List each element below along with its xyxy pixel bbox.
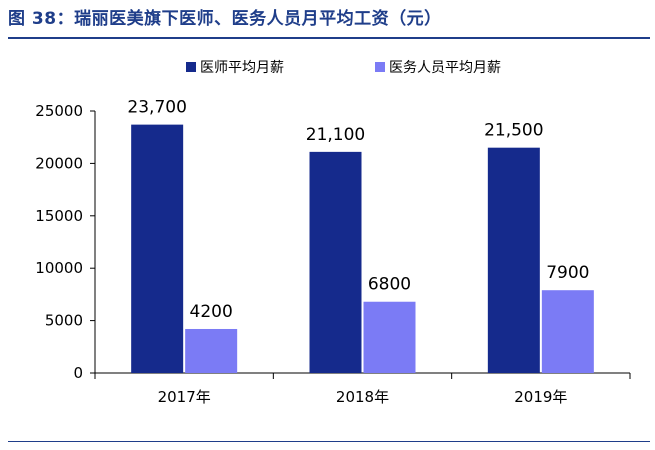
y-tick-label: 10000 <box>35 259 83 277</box>
bars <box>131 124 594 374</box>
data-labels: 23,700 4200 21,100 6800 21,500 7900 <box>127 98 589 322</box>
legend-label-series-1: 医师平均月薪 <box>200 60 284 76</box>
y-tick-label: 15000 <box>35 207 83 225</box>
bar-physician-3 <box>487 147 540 373</box>
data-label: 7900 <box>546 263 589 283</box>
data-label: 21,100 <box>306 125 365 145</box>
legend: 医师平均月薪 医务人员平均月薪 <box>186 60 501 76</box>
y-tick-label: 25000 <box>35 102 83 120</box>
figure-title: 图 38：瑞丽医美旗下医师、医务人员月平均工资（元） <box>8 9 442 29</box>
legend-swatch-series-2 <box>375 62 385 72</box>
x-tick-label: 2019年 <box>514 388 567 406</box>
x-tick-label: 2018年 <box>336 388 389 406</box>
data-label: 6800 <box>368 275 411 295</box>
legend-swatch-series-1 <box>186 62 196 72</box>
data-label: 4200 <box>190 302 233 322</box>
y-tick-label: 20000 <box>35 154 83 172</box>
x-tick-label: 2017年 <box>158 388 211 406</box>
bar-physician-2 <box>309 151 362 373</box>
bar-medical-staff-2 <box>363 301 416 373</box>
data-label: 23,700 <box>127 98 186 118</box>
y-tick-label: 0 <box>73 364 83 382</box>
bar-medical-staff-3 <box>541 290 594 373</box>
bar-medical-staff-1 <box>185 328 238 373</box>
bar-physician-1 <box>131 124 184 374</box>
axes: 0 5000 10000 15000 20000 25000 2017年 2018年 2019年 <box>35 102 631 406</box>
data-label: 21,500 <box>484 121 543 141</box>
legend-label-series-2: 医务人员平均月薪 <box>389 60 501 76</box>
footer-rule <box>8 441 650 442</box>
y-tick-label: 5000 <box>45 312 83 330</box>
title-rule <box>8 37 650 39</box>
